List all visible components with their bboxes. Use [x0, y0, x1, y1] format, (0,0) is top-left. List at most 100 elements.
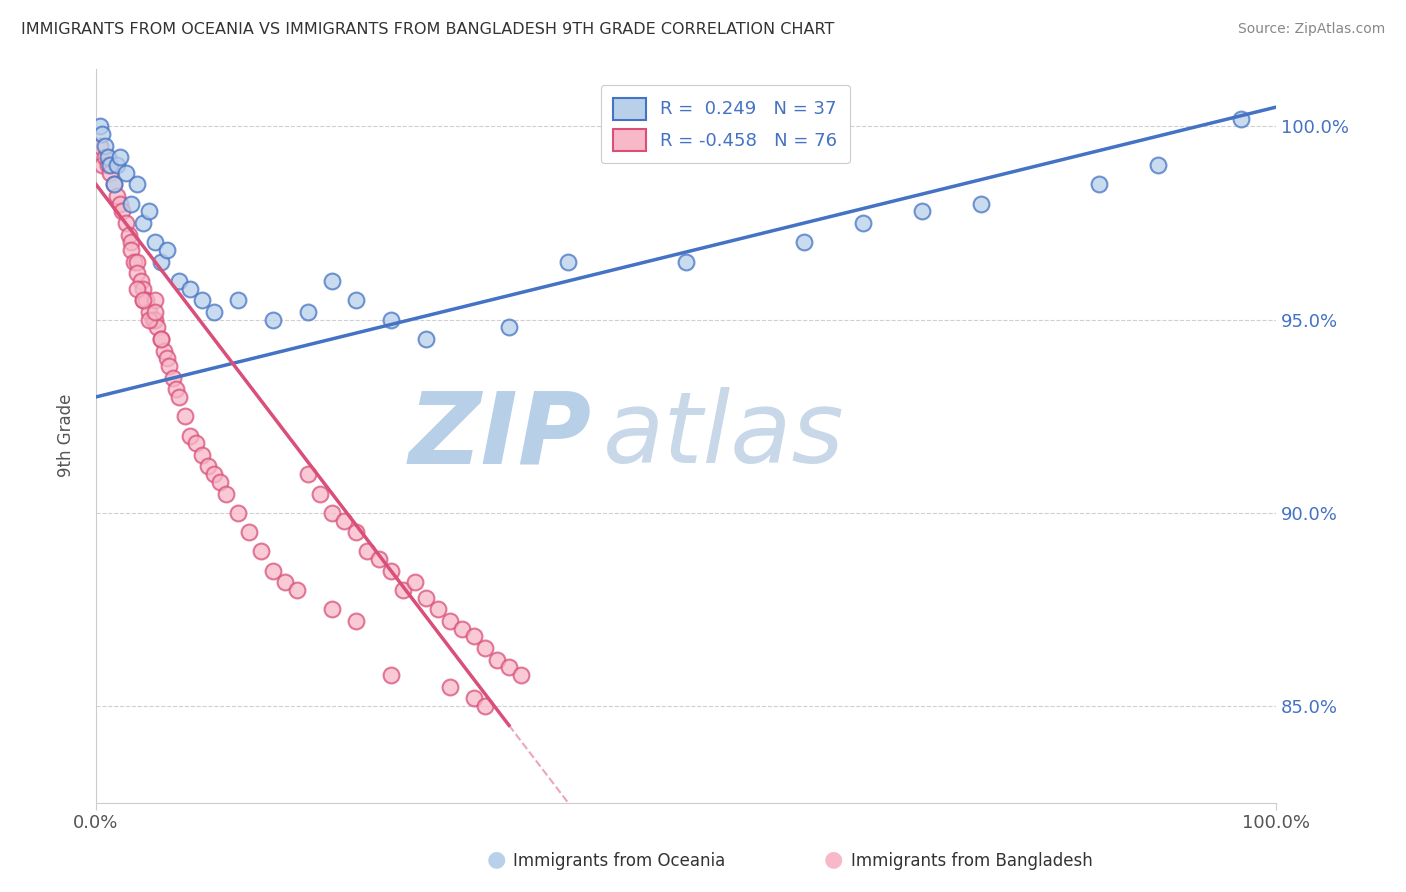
Legend: R =  0.249   N = 37, R = -0.458   N = 76: R = 0.249 N = 37, R = -0.458 N = 76 [600, 85, 849, 163]
Point [509, 668, 531, 682]
Point [1229, 112, 1251, 126]
Point [149, 332, 172, 346]
Point [285, 583, 308, 598]
Point [191, 448, 214, 462]
Point [415, 332, 437, 346]
Point [94, 150, 117, 164]
Point [108, 196, 131, 211]
Point [557, 254, 579, 268]
Point [321, 274, 343, 288]
Point [132, 216, 155, 230]
Text: ●: ● [486, 850, 506, 870]
Point [450, 622, 472, 636]
Text: IMMIGRANTS FROM OCEANIA VS IMMIGRANTS FROM BANGLADESH 9TH GRADE CORRELATION CHAR: IMMIGRANTS FROM OCEANIA VS IMMIGRANTS FR… [21, 22, 835, 37]
Point [127, 266, 149, 280]
Point [132, 293, 155, 308]
Point [165, 382, 187, 396]
Point [179, 428, 201, 442]
Point [143, 235, 166, 250]
Point [156, 243, 179, 257]
Point [250, 544, 273, 558]
Point [94, 138, 117, 153]
Point [90, 158, 112, 172]
Point [138, 305, 160, 319]
Point [215, 486, 238, 500]
Point [321, 602, 343, 616]
Point [463, 630, 485, 644]
Point [262, 564, 284, 578]
Point [262, 312, 284, 326]
Point [191, 293, 214, 308]
Point [415, 591, 437, 605]
Point [202, 467, 225, 482]
Point [103, 178, 125, 192]
Point [138, 204, 160, 219]
Point [135, 293, 157, 308]
Point [111, 204, 134, 219]
Point [344, 614, 367, 628]
Point [439, 680, 461, 694]
Point [238, 525, 260, 540]
Point [120, 243, 142, 257]
Text: ZIP: ZIP [409, 387, 592, 484]
Point [132, 293, 155, 308]
Point [474, 641, 496, 656]
Point [274, 575, 297, 590]
Text: Immigrants from Oceania: Immigrants from Oceania [513, 852, 725, 870]
Point [98, 166, 121, 180]
Point [127, 282, 149, 296]
Point [98, 158, 121, 172]
Point [146, 320, 169, 334]
Point [321, 506, 343, 520]
Point [970, 196, 993, 211]
Point [186, 436, 208, 450]
Point [153, 343, 176, 358]
Point [380, 564, 402, 578]
Point [226, 293, 249, 308]
Y-axis label: 9th Grade: 9th Grade [58, 394, 75, 477]
Text: Source: ZipAtlas.com: Source: ZipAtlas.com [1237, 22, 1385, 37]
Point [105, 189, 128, 203]
Point [122, 254, 145, 268]
Text: atlas: atlas [603, 387, 845, 484]
Point [427, 602, 450, 616]
Point [138, 312, 160, 326]
Point [143, 305, 166, 319]
Point [391, 583, 413, 598]
Point [114, 216, 136, 230]
Point [103, 178, 125, 192]
Point [149, 332, 172, 346]
Point [97, 158, 120, 172]
Point [143, 293, 166, 308]
Point [89, 138, 111, 153]
Point [675, 254, 697, 268]
Text: ●: ● [824, 850, 844, 870]
Point [143, 312, 166, 326]
Point [1147, 158, 1170, 172]
Point [120, 196, 142, 211]
Point [167, 390, 190, 404]
Point [380, 668, 402, 682]
Point [439, 614, 461, 628]
Point [309, 486, 332, 500]
Point [498, 660, 520, 674]
Point [498, 320, 520, 334]
Point [344, 293, 367, 308]
Point [202, 305, 225, 319]
Point [474, 698, 496, 713]
Point [344, 525, 367, 540]
Point [173, 409, 195, 424]
Point [1088, 178, 1111, 192]
Point [356, 544, 378, 558]
Text: Immigrants from Bangladesh: Immigrants from Bangladesh [851, 852, 1092, 870]
Point [108, 150, 131, 164]
Point [89, 120, 111, 134]
Point [114, 166, 136, 180]
Point [852, 216, 875, 230]
Point [157, 359, 180, 373]
Point [463, 691, 485, 706]
Point [118, 227, 141, 242]
Point [90, 127, 112, 141]
Point [120, 235, 142, 250]
Point [208, 475, 231, 489]
